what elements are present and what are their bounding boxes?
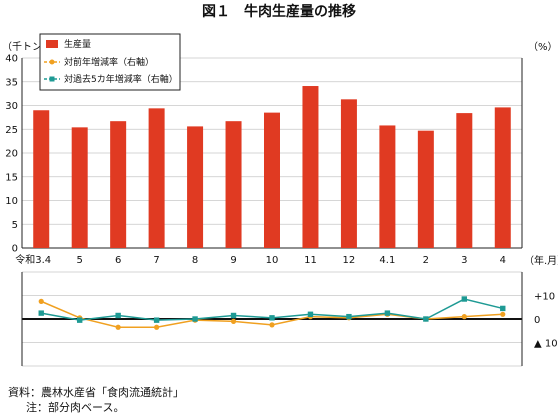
bar	[33, 110, 50, 248]
x-tick-label: 令和3.4	[15, 253, 51, 266]
legend-bar-label: 生産量	[64, 38, 91, 50]
legend-prev-marker	[49, 59, 55, 65]
x-tick-label: 3	[461, 255, 467, 266]
right-tick-label: 0	[534, 315, 540, 326]
point-prev-year	[269, 322, 275, 328]
source-note: 資料：農林水産省「食肉流通統計」	[8, 385, 184, 399]
point-prev-year	[154, 324, 160, 330]
left-tick-label: 0	[12, 244, 18, 255]
point-5yr	[153, 317, 160, 323]
legend-prev-label: 対前年増減率（右軸）	[64, 56, 154, 68]
point-5yr	[269, 315, 275, 321]
x-tick-label: 11	[304, 255, 317, 266]
legend-box	[39, 33, 181, 91]
right-tick-label: ▲ 10	[534, 339, 558, 350]
bar	[340, 99, 357, 248]
left-tick-label: 20	[5, 149, 18, 160]
point-prev-year	[500, 311, 506, 317]
left-tick-label: 35	[5, 77, 18, 88]
point-5yr	[461, 296, 468, 302]
left-tick-label: 40	[5, 54, 18, 65]
right-axis-unit: （%）	[528, 41, 558, 53]
bar	[494, 107, 511, 249]
point-5yr	[38, 310, 44, 316]
chart-title: 図１ 牛肉生産量の推移	[202, 3, 356, 20]
point-5yr	[307, 311, 314, 317]
right-tick-label: +10	[534, 292, 555, 303]
x-tick-label: 6	[115, 255, 121, 266]
bar	[264, 112, 280, 248]
legend-bar-swatch	[46, 40, 58, 48]
bar	[148, 108, 165, 248]
point-5yr	[115, 312, 121, 319]
bar	[110, 121, 127, 248]
point-5yr	[500, 305, 506, 312]
bar	[379, 125, 396, 248]
point-5yr	[384, 310, 391, 316]
line-series	[38, 296, 506, 330]
x-tick-label: 12	[343, 255, 356, 266]
bar	[456, 113, 473, 248]
point-prev-year	[115, 324, 121, 330]
x-tick-label: 5	[77, 255, 83, 266]
left-tick-label: 25	[5, 125, 18, 136]
point-5yr	[423, 316, 429, 322]
x-tick-label: 9	[230, 255, 236, 266]
left-tick-label: 15	[5, 172, 18, 183]
point-5yr	[76, 317, 83, 323]
bar	[225, 121, 242, 248]
point-prev-year	[461, 314, 467, 320]
point-prev-year	[230, 318, 237, 324]
left-tick-label: 10	[5, 196, 18, 207]
lower-gridlines	[21, 271, 523, 367]
x-tick-label: 4.1	[379, 255, 395, 266]
point-prev-year	[38, 298, 44, 304]
x-axis-ticks: 令和3.4 5 6 7 8 9 10 11 12 4.1 2 3 4	[15, 253, 506, 266]
point-5yr	[346, 313, 352, 320]
x-tick-label: 2	[423, 255, 429, 266]
x-axis-unit: （年.月）	[524, 254, 558, 267]
bar-series	[33, 86, 511, 249]
bar	[302, 86, 319, 249]
left-axis-ticks: 0 5 10 15 20 25 30 35 40	[5, 54, 18, 255]
point-5yr	[230, 312, 237, 319]
bar	[417, 130, 434, 248]
point-5yr	[192, 316, 198, 322]
left-tick-label: 30	[5, 101, 18, 112]
legend: 生産量 対前年増減率（右軸） 対過去5カ年増減率（右軸）	[39, 33, 181, 91]
x-tick-label: 7	[153, 255, 159, 266]
right-axis-ticks: +10 0 ▲ 10	[534, 292, 558, 350]
legend-5yr-label: 対過去5カ年増減率（右軸）	[64, 73, 178, 85]
legend-5yr-marker	[49, 76, 55, 82]
x-tick-label: 8	[192, 255, 198, 266]
left-tick-label: 5	[12, 220, 18, 231]
x-tick-label: 10	[266, 255, 279, 266]
bar	[71, 127, 88, 248]
bar	[187, 126, 204, 248]
footnote: 注：部分肉ベース。	[26, 400, 124, 414]
x-tick-label: 4	[500, 255, 506, 266]
